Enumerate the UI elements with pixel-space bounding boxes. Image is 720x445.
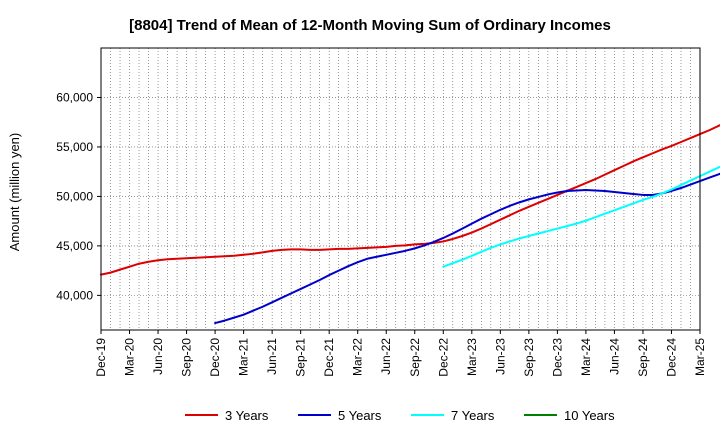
x-tick-label: Jun-20 bbox=[151, 338, 165, 375]
series-line-5-years bbox=[214, 172, 720, 325]
plot-frame bbox=[100, 47, 701, 331]
x-tick-label: Dec-22 bbox=[436, 338, 450, 377]
x-tick-label: Sep-23 bbox=[522, 338, 536, 377]
y-tick-label: 55,000 bbox=[56, 140, 93, 154]
x-tick-label: Sep-24 bbox=[636, 338, 650, 377]
y-tick-label: 50,000 bbox=[56, 189, 93, 203]
x-tick-label: Dec-21 bbox=[322, 338, 336, 377]
x-tick-label: Jun-24 bbox=[607, 338, 621, 375]
x-tick-label: Dec-23 bbox=[550, 338, 564, 377]
x-tick-label: Mar-24 bbox=[579, 338, 593, 376]
y-axis-ticks: 40,000 45,000 50,000 55,000 60,000 bbox=[56, 90, 101, 302]
y-tick-label: 45,000 bbox=[56, 239, 93, 253]
y-tick-label: 40,000 bbox=[56, 288, 93, 302]
y-tick-label: 60,000 bbox=[56, 90, 93, 104]
x-tick-label: Jun-21 bbox=[265, 338, 279, 375]
x-tick-label: Mar-23 bbox=[465, 338, 479, 376]
legend-label: 10 Years bbox=[564, 408, 615, 423]
series-line-7-years bbox=[442, 165, 720, 268]
x-tick-label: Jun-22 bbox=[379, 338, 393, 375]
x-tick-label: Mar-25 bbox=[693, 338, 707, 376]
x-tick-label: Dec-20 bbox=[208, 338, 222, 377]
grid bbox=[101, 48, 700, 330]
x-tick-label: Sep-20 bbox=[180, 338, 194, 377]
legend-label: 7 Years bbox=[451, 408, 495, 423]
legend: 3 Years 5 Years 7 Years 10 Years bbox=[185, 408, 615, 423]
y-axis-label: Amount (million yen) bbox=[7, 133, 22, 252]
x-tick-label: Dec-19 bbox=[94, 338, 108, 377]
legend-label: 5 Years bbox=[338, 408, 382, 423]
legend-label: 3 Years bbox=[225, 408, 269, 423]
x-tick-label: Mar-21 bbox=[237, 338, 251, 376]
x-tick-label: Mar-20 bbox=[123, 338, 137, 376]
x-tick-label: Sep-21 bbox=[294, 338, 308, 377]
chart-title: [8804] Trend of Mean of 12-Month Moving … bbox=[129, 17, 611, 34]
x-tick-label: Jun-23 bbox=[493, 338, 507, 375]
x-axis-ticks: Dec-19 Mar-20 Jun-20 Sep-20 Dec-20 Mar-21 Jun-… bbox=[94, 330, 707, 377]
x-tick-label: Dec-24 bbox=[664, 338, 678, 377]
series-line-3-years bbox=[100, 124, 720, 276]
series-lines bbox=[100, 124, 720, 325]
x-tick-label: Sep-22 bbox=[408, 338, 422, 377]
x-tick-label: Mar-22 bbox=[351, 338, 365, 376]
